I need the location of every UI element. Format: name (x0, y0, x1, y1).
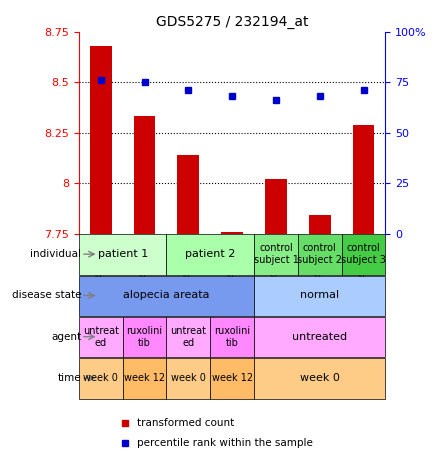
FancyBboxPatch shape (210, 317, 254, 357)
Bar (265, 179, 287, 234)
FancyBboxPatch shape (79, 275, 254, 316)
Text: untreated: untreated (292, 332, 347, 342)
Text: week 12: week 12 (124, 373, 165, 383)
Text: week 0: week 0 (300, 373, 340, 383)
Text: untreat
ed: untreat ed (83, 326, 119, 347)
FancyBboxPatch shape (79, 234, 166, 275)
Text: week 0: week 0 (83, 373, 118, 383)
FancyBboxPatch shape (254, 234, 298, 275)
FancyBboxPatch shape (79, 317, 123, 357)
FancyBboxPatch shape (166, 234, 254, 275)
Text: percentile rank within the sample: percentile rank within the sample (137, 438, 313, 448)
FancyBboxPatch shape (254, 275, 385, 316)
Text: ruxolini
tib: ruxolini tib (127, 326, 162, 347)
Text: ruxolini
tib: ruxolini tib (214, 326, 250, 347)
FancyBboxPatch shape (254, 317, 385, 357)
Text: week 12: week 12 (212, 373, 253, 383)
Bar (353, 125, 374, 234)
FancyBboxPatch shape (254, 358, 385, 399)
Text: transformed count: transformed count (137, 419, 234, 429)
Bar (177, 155, 199, 234)
Text: alopecia areata: alopecia areata (123, 290, 210, 300)
Text: normal: normal (300, 290, 339, 300)
FancyBboxPatch shape (166, 317, 210, 357)
Title: GDS5275 / 232194_at: GDS5275 / 232194_at (156, 15, 308, 29)
Bar (221, 231, 243, 234)
Text: control
subject 2: control subject 2 (297, 243, 342, 265)
FancyBboxPatch shape (342, 234, 385, 275)
Bar (90, 46, 112, 234)
Bar (309, 215, 331, 234)
Text: agent: agent (51, 332, 81, 342)
Text: patient 2: patient 2 (185, 249, 236, 259)
Text: disease state: disease state (11, 290, 81, 300)
FancyBboxPatch shape (166, 358, 210, 399)
Text: individual: individual (30, 249, 81, 259)
Text: patient 1: patient 1 (98, 249, 148, 259)
Text: control
subject 1: control subject 1 (254, 243, 298, 265)
FancyBboxPatch shape (210, 358, 254, 399)
Bar (134, 116, 155, 234)
Text: week 0: week 0 (171, 373, 206, 383)
FancyBboxPatch shape (79, 358, 123, 399)
FancyBboxPatch shape (123, 317, 166, 357)
FancyBboxPatch shape (298, 234, 342, 275)
Text: control
subject 3: control subject 3 (341, 243, 386, 265)
Text: time: time (57, 373, 81, 383)
FancyBboxPatch shape (123, 358, 166, 399)
Text: untreat
ed: untreat ed (170, 326, 206, 347)
